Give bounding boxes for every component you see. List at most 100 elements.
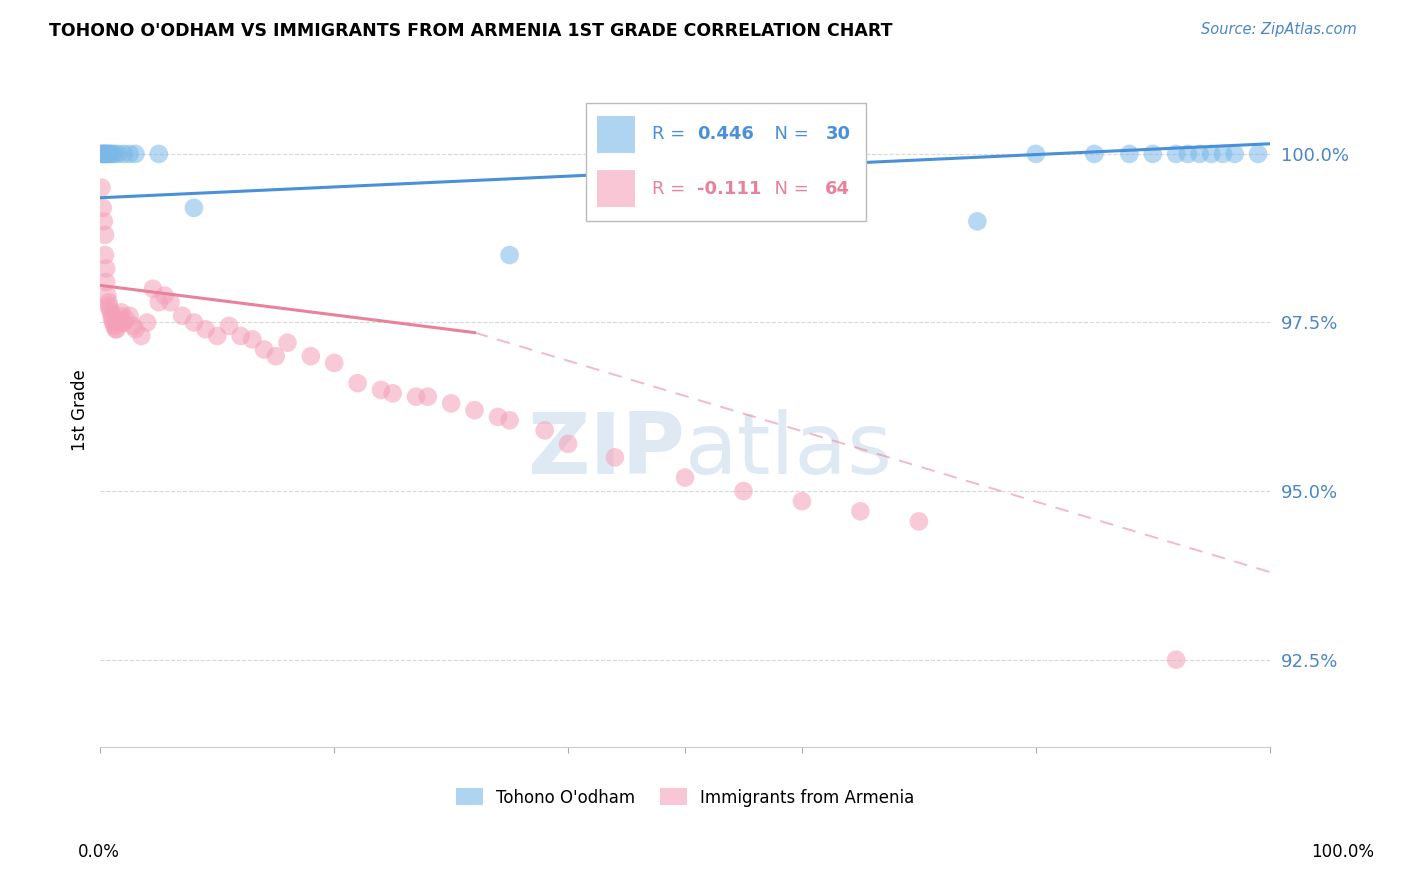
Point — [91, 201, 114, 215]
Point — [1166, 653, 1188, 667]
Point — [112, 147, 135, 161]
Point — [159, 295, 181, 310]
Point — [136, 316, 159, 330]
Text: 30: 30 — [825, 126, 851, 144]
Point — [142, 282, 165, 296]
Point — [486, 409, 509, 424]
Point — [93, 147, 115, 161]
Point — [103, 147, 125, 161]
Text: atlas: atlas — [685, 409, 893, 492]
Point — [111, 316, 134, 330]
Point — [100, 305, 122, 319]
Point — [966, 214, 988, 228]
Point — [93, 147, 115, 161]
Point — [498, 248, 520, 262]
Point — [1118, 147, 1140, 161]
Text: Source: ZipAtlas.com: Source: ZipAtlas.com — [1201, 22, 1357, 37]
Point — [118, 147, 141, 161]
Text: ZIP: ZIP — [527, 409, 685, 492]
Point — [148, 295, 170, 310]
Point — [90, 180, 112, 194]
Point — [381, 386, 404, 401]
Point — [97, 295, 120, 310]
Point — [124, 147, 146, 161]
Y-axis label: 1st Grade: 1st Grade — [72, 369, 89, 451]
Point — [104, 322, 127, 336]
Point — [405, 390, 427, 404]
Point — [172, 309, 194, 323]
Text: -0.111: -0.111 — [697, 179, 761, 198]
Text: 100.0%: 100.0% — [1312, 843, 1374, 861]
Point — [148, 147, 170, 161]
Point — [1199, 147, 1222, 161]
Point — [97, 147, 120, 161]
Point — [908, 515, 931, 529]
Point — [603, 450, 626, 465]
Point — [103, 316, 125, 330]
Point — [1083, 147, 1105, 161]
Point — [1188, 147, 1211, 161]
Point — [112, 316, 135, 330]
Point — [416, 390, 439, 404]
Point — [94, 248, 117, 262]
Point — [108, 316, 131, 330]
Point — [97, 299, 120, 313]
Point — [1177, 147, 1199, 161]
Point — [207, 329, 229, 343]
Point — [105, 322, 128, 336]
Legend: Tohono O'odham, Immigrants from Armenia: Tohono O'odham, Immigrants from Armenia — [449, 781, 921, 814]
Text: N =: N = — [763, 126, 815, 144]
Text: N =: N = — [763, 179, 815, 198]
FancyBboxPatch shape — [586, 103, 866, 221]
Point — [96, 275, 118, 289]
Point — [440, 396, 463, 410]
Point — [299, 349, 322, 363]
Point — [673, 470, 696, 484]
Point — [194, 322, 217, 336]
Point — [240, 332, 263, 346]
Point — [1212, 147, 1234, 161]
Point — [153, 288, 176, 302]
Point — [1142, 147, 1164, 161]
Point — [733, 484, 755, 499]
Point — [464, 403, 486, 417]
Point — [1247, 147, 1270, 161]
Point — [183, 316, 205, 330]
Point — [110, 305, 132, 319]
Point — [103, 318, 125, 333]
Point — [94, 227, 117, 242]
Point — [790, 494, 813, 508]
Point — [98, 147, 121, 161]
Point — [253, 343, 276, 357]
Point — [110, 309, 132, 323]
Point — [101, 147, 124, 161]
Point — [96, 261, 118, 276]
Text: 0.446: 0.446 — [697, 126, 754, 144]
Text: 64: 64 — [825, 179, 851, 198]
Point — [370, 383, 392, 397]
FancyBboxPatch shape — [598, 170, 634, 207]
Point — [276, 335, 298, 350]
Point — [849, 504, 872, 518]
Point — [229, 329, 252, 343]
Point — [93, 214, 115, 228]
Point — [91, 147, 114, 161]
Point — [96, 147, 118, 161]
Point — [101, 309, 124, 323]
Point — [1223, 147, 1246, 161]
Point — [124, 322, 146, 336]
Point — [96, 288, 118, 302]
Point — [96, 147, 118, 161]
Point — [107, 147, 129, 161]
Point — [264, 349, 287, 363]
Point — [183, 201, 205, 215]
Point — [1166, 147, 1188, 161]
Text: R =: R = — [652, 179, 692, 198]
Point — [98, 301, 121, 316]
Text: TOHONO O'ODHAM VS IMMIGRANTS FROM ARMENIA 1ST GRADE CORRELATION CHART: TOHONO O'ODHAM VS IMMIGRANTS FROM ARMENI… — [49, 22, 893, 40]
FancyBboxPatch shape — [598, 116, 634, 153]
Text: 0.0%: 0.0% — [77, 843, 120, 861]
Point — [323, 356, 346, 370]
Point — [218, 318, 240, 333]
Point — [346, 376, 368, 391]
